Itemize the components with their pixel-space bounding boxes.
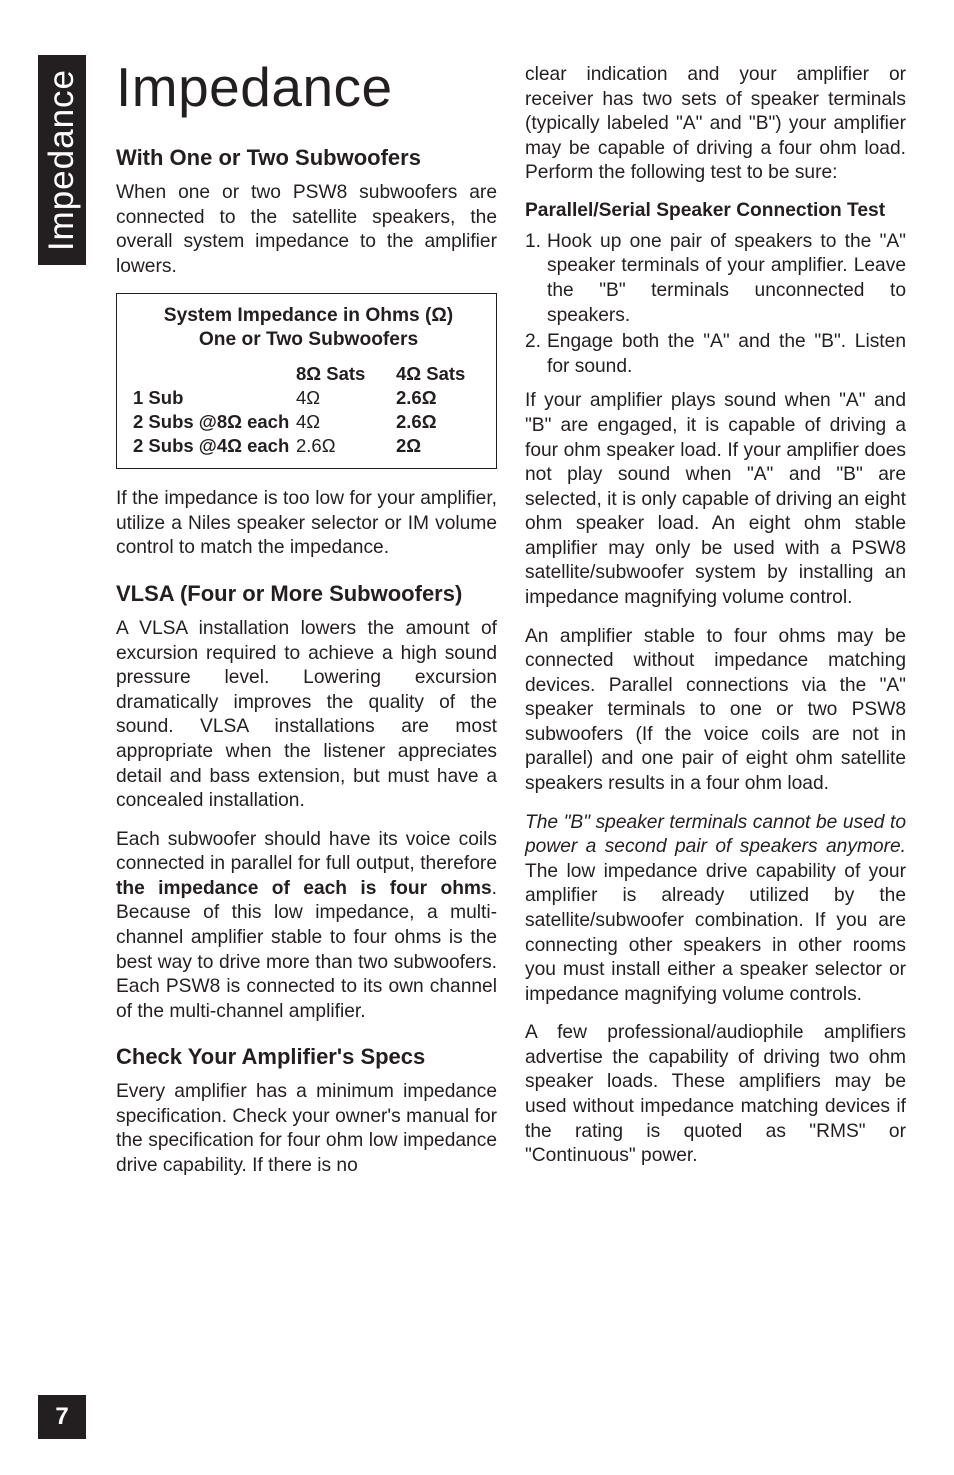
list-item: 1. Hook up one pair of speakers to the "… xyxy=(525,230,906,328)
table-row: 2 Subs @8Ω each 4Ω 2.6Ω xyxy=(133,410,484,434)
table-title-l1: System Impedance in Ohms (Ω) xyxy=(164,305,453,326)
table-title: System Impedance in Ohms (Ω) One or Two … xyxy=(133,304,484,352)
li1-text: Hook up one pair of speakers to the "A" … xyxy=(547,230,906,328)
r1-lbl: 1 Sub xyxy=(133,386,296,410)
vlsa2-bold: the impedance of each is four ohms xyxy=(116,878,492,899)
table-row: 2 Subs @4Ω each 2.6Ω 2Ω xyxy=(133,434,484,458)
test-steps-list: 1. Hook up one pair of speakers to the "… xyxy=(525,230,906,379)
b-ital: The "B" speaker terminals cannot be used… xyxy=(525,812,906,858)
vlsa2-pre: Each subwoofer should have its voice coi… xyxy=(116,829,497,875)
heading-check-specs: Check Your Amplifier's Specs xyxy=(116,1044,497,1070)
heading-one-two-subs: With One or Two Subwoofers xyxy=(116,145,497,171)
page-number: 7 xyxy=(38,1395,86,1439)
para-top-right: clear indication and your amplifier or r… xyxy=(525,63,906,186)
para-after-table: If the impedance is too low for your amp… xyxy=(116,487,497,561)
para-check: Every amplifier has a minimum impedance … xyxy=(116,1080,497,1178)
subhead-test: Parallel/Serial Speaker Connection Test xyxy=(525,200,906,222)
li1-num: 1. xyxy=(525,230,547,328)
right-column: clear indication and your amplifier or r… xyxy=(525,55,906,1183)
sidebar-label: Impedance xyxy=(42,69,82,251)
r1-c2: 4Ω xyxy=(296,386,396,410)
table-header-row: 8Ω Sats 4Ω Sats xyxy=(133,362,484,386)
para-one-two: When one or two PSW8 subwoofers are conn… xyxy=(116,181,497,279)
r2-lbl: 2 Subs @8Ω each xyxy=(133,410,296,434)
table-title-l2: One or Two Subwoofers xyxy=(199,329,418,350)
impedance-data-table: 8Ω Sats 4Ω Sats 1 Sub 4Ω 2.6Ω 2 Subs @8Ω… xyxy=(133,362,484,458)
li2-num: 2. xyxy=(525,330,547,379)
para-vlsa-1: A VLSA installation lowers the amount of… xyxy=(116,617,497,814)
para-pro-amps: A few professional/audiophile amplifiers… xyxy=(525,1021,906,1168)
page-number-value: 7 xyxy=(55,1403,68,1431)
vlsa2-post: . Because of this low impedance, a multi… xyxy=(116,878,497,1022)
sidebar-tab: Impedance xyxy=(38,55,86,265)
page-content: Impedance With One or Two Subwoofers Whe… xyxy=(116,55,906,1183)
para-vlsa-2: Each subwoofer should have its voice coi… xyxy=(116,828,497,1025)
para-if-amp: If your amplifier plays sound when "A" a… xyxy=(525,389,906,610)
r1-c3: 2.6Ω xyxy=(396,386,484,410)
r3-lbl: 2 Subs @4Ω each xyxy=(133,434,296,458)
impedance-table: System Impedance in Ohms (Ω) One or Two … xyxy=(116,293,497,469)
li2-text: Engage both the "A" and the "B". Listen … xyxy=(547,330,906,379)
para-b-terminals: The "B" speaker terminals cannot be used… xyxy=(525,811,906,1008)
para-amp-stable: An amplifier stable to four ohms may be … xyxy=(525,625,906,797)
r2-c2: 4Ω xyxy=(296,410,396,434)
table-row: 1 Sub 4Ω 2.6Ω xyxy=(133,386,484,410)
b-rest: The low impedance drive capability of yo… xyxy=(525,861,906,1005)
r3-c3: 2Ω xyxy=(396,434,484,458)
r3-c2: 2.6Ω xyxy=(296,434,396,458)
heading-vlsa: VLSA (Four or More Subwoofers) xyxy=(116,581,497,607)
list-item: 2. Engage both the "A" and the "B". List… xyxy=(525,330,906,379)
hdr-8sats: 8Ω Sats xyxy=(296,362,396,386)
hdr-4sats: 4Ω Sats xyxy=(396,362,484,386)
r2-c3: 2.6Ω xyxy=(396,410,484,434)
left-column: Impedance With One or Two Subwoofers Whe… xyxy=(116,55,497,1183)
page-title: Impedance xyxy=(116,55,497,119)
